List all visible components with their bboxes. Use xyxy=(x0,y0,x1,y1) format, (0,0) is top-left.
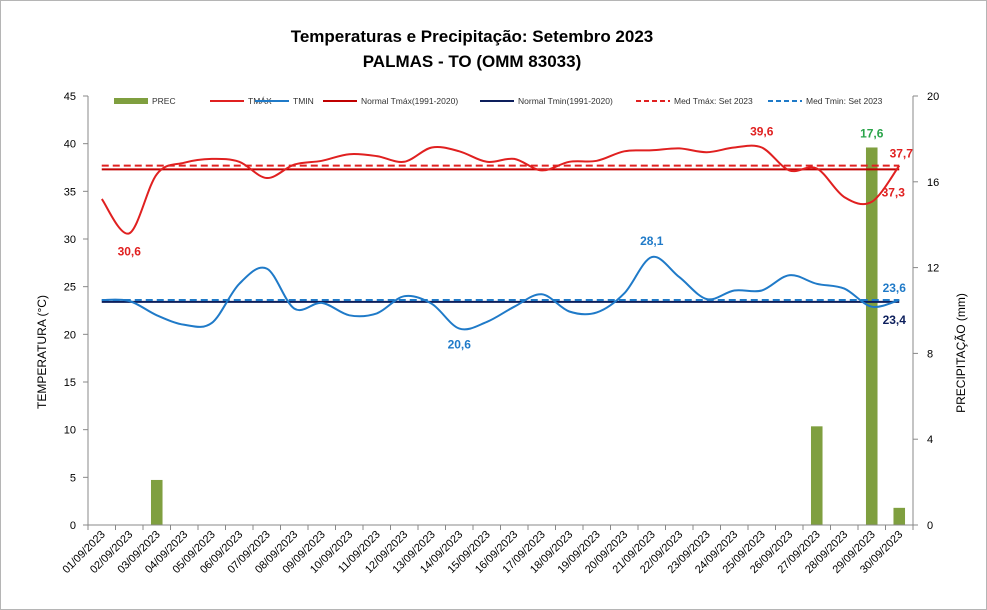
data-label: 23,4 xyxy=(883,313,907,327)
legend-item: Normal Tmin(1991-2020) xyxy=(480,96,613,106)
legend-label: Med Tmáx: Set 2023 xyxy=(674,96,753,106)
y-tick-label: 45 xyxy=(64,91,76,103)
legend-item: Med Tmin: Set 2023 xyxy=(768,96,883,106)
prec-bar xyxy=(150,479,163,525)
y-tick-label: 20 xyxy=(64,329,76,341)
legend-swatch xyxy=(114,98,148,104)
y2-tick-label: 0 xyxy=(927,520,933,532)
y-axis-label: TEMPERATURA (°C) xyxy=(35,295,49,409)
y2-tick-label: 16 xyxy=(927,177,939,189)
chart-title: Temperaturas e Precipitação: Setembro 20… xyxy=(291,27,654,46)
legend-item: Normal Tmáx(1991-2020) xyxy=(323,96,458,106)
legend-label: Normal Tmin(1991-2020) xyxy=(518,96,613,106)
y-tick-label: 40 xyxy=(64,139,76,151)
legend-label: TMIN xyxy=(293,96,314,106)
data-label: 28,1 xyxy=(640,234,664,248)
y-tick-label: 5 xyxy=(70,472,76,484)
y-tick-label: 10 xyxy=(64,425,76,437)
tmax-line xyxy=(100,144,901,235)
legend-label: PREC xyxy=(152,96,176,106)
legend-label: Med Tmin: Set 2023 xyxy=(806,96,883,106)
chart-subtitle: PALMAS - TO (OMM 83033) xyxy=(363,52,582,71)
legend-item: TMIN xyxy=(255,96,314,106)
data-label: 30,6 xyxy=(118,244,142,258)
prec-bar xyxy=(810,426,823,525)
tmin-line xyxy=(101,255,900,331)
y-tick-label: 0 xyxy=(70,520,76,532)
y-tick-label: 30 xyxy=(64,234,76,246)
legend-label: Normal Tmáx(1991-2020) xyxy=(361,96,458,106)
prec-bar xyxy=(865,147,878,526)
legend-item: PREC xyxy=(114,96,176,106)
y2-tick-label: 12 xyxy=(927,263,939,275)
y2-tick-label: 4 xyxy=(927,434,933,446)
y2-tick-label: 20 xyxy=(927,91,939,103)
prec-bar xyxy=(893,507,906,525)
y2-axis-label: PRECIPITAÇÃO (mm) xyxy=(954,293,968,413)
y-tick-label: 35 xyxy=(64,186,76,198)
data-label: 17,6 xyxy=(860,126,884,140)
y2-tick-label: 8 xyxy=(927,348,933,360)
legend-item: Med Tmáx: Set 2023 xyxy=(636,96,753,106)
data-label: 23,6 xyxy=(883,281,907,295)
data-label: 39,6 xyxy=(750,124,774,138)
y-tick-label: 25 xyxy=(64,282,76,294)
data-label: 20,6 xyxy=(448,338,472,352)
data-label: 37,3 xyxy=(882,185,906,199)
y-tick-label: 15 xyxy=(64,377,76,389)
data-label: 37,7 xyxy=(890,147,914,161)
